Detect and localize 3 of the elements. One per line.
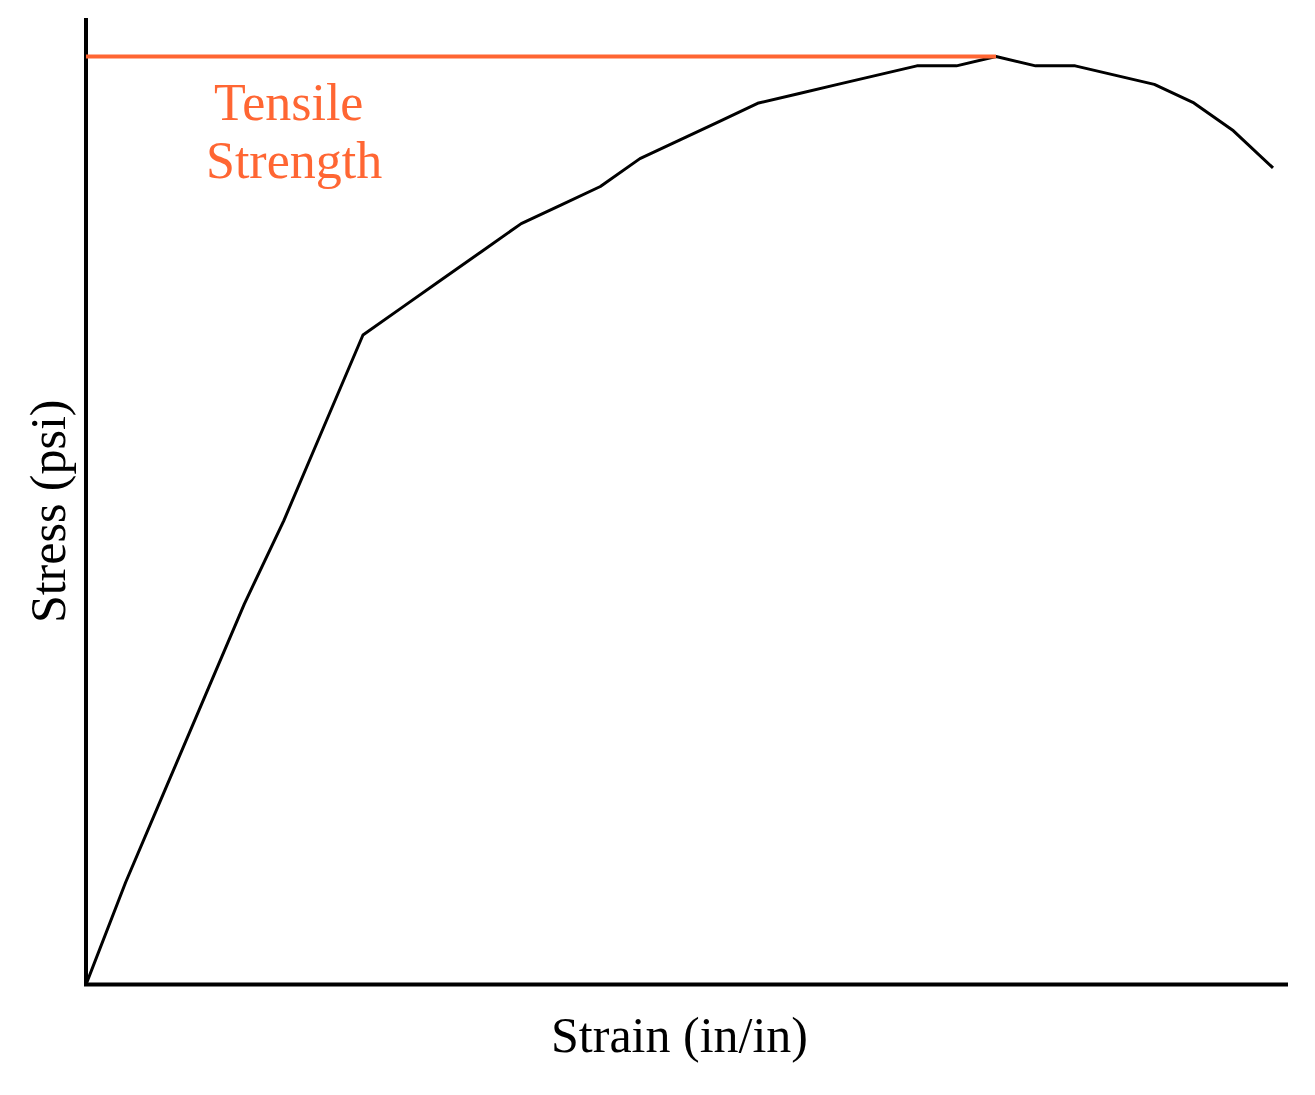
- ref-line-label: Tensile Strength: [206, 74, 383, 190]
- x-axis-title: Strain (in/in): [551, 1007, 808, 1064]
- y-axis-title: Stress (psi): [20, 399, 77, 624]
